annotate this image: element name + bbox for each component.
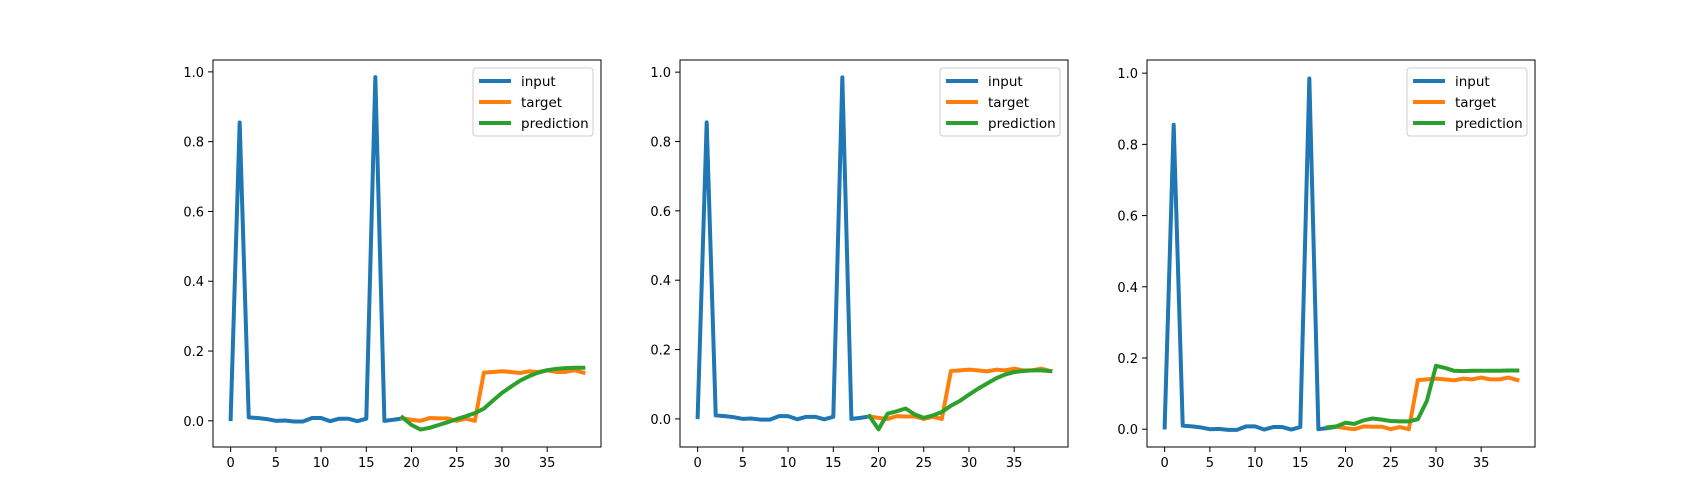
x-tick-label: 25 [448, 456, 465, 471]
legend-label-target: target [521, 95, 562, 111]
y-tick-label: 0.6 [183, 205, 204, 220]
series-line-input [1162, 76, 1339, 432]
chart-panel-3: 0 5 10 15 20 25 30 35 0.0 0.2 0.4 0.6 0.8 1.0 input tar… [1117, 59, 1536, 471]
y-tick-label: 0.4 [650, 274, 671, 289]
y-tick-label: 1.0 [183, 66, 204, 81]
x-tick-label: 15 [358, 456, 375, 471]
axes-frame [1146, 59, 1536, 448]
legend-label-prediction: prediction [988, 116, 1056, 132]
x-tick-label: 0 [693, 456, 701, 471]
x-tick-label: 30 [961, 456, 978, 471]
y-tick-label: 0.8 [650, 135, 671, 150]
legend-label-target: target [988, 95, 1029, 111]
x-tick-label: 25 [915, 456, 932, 471]
x-tick-label: 5 [1206, 456, 1214, 471]
x-tick-label: 15 [825, 456, 842, 471]
axes-frame [679, 59, 1069, 448]
chart-panel-1: 0 5 10 15 20 25 30 35 0.0 0.2 0.4 0.6 0.8 1.0 input tar… [183, 59, 602, 471]
y-tick-label: 0.4 [183, 275, 204, 290]
legend-label-input: input [521, 74, 556, 90]
x-tick-label: 15 [1292, 456, 1309, 471]
y-tick-label: 0.0 [183, 415, 204, 430]
series-line-target [1334, 375, 1520, 432]
legend: input target prediction [939, 67, 1061, 137]
y-tick-label: 0.8 [183, 136, 204, 151]
legend: input target prediction [472, 67, 594, 137]
x-tick-label: 30 [494, 456, 511, 471]
y-tick-label: 0.4 [1117, 281, 1138, 296]
y-tick-label: 1.0 [650, 66, 671, 81]
y-tick-label: 0.2 [650, 344, 671, 359]
y-tick-label: 0.0 [650, 413, 671, 428]
series-line-input [228, 75, 405, 424]
legend-box [1406, 67, 1528, 137]
axes-frame [212, 59, 602, 448]
y-tick-label: 0.6 [650, 205, 671, 220]
legend-label-input: input [988, 74, 1023, 90]
y-tick-label: 0.2 [1117, 352, 1138, 367]
x-tick-label: 35 [539, 456, 556, 471]
y-tick-label: 0.2 [183, 345, 204, 360]
x-tick-label: 20 [870, 456, 887, 471]
legend: input target prediction [1406, 67, 1528, 137]
y-tick-label: 0.6 [1117, 210, 1138, 225]
legend-label-prediction: prediction [1455, 116, 1523, 132]
x-tick-label: 20 [403, 456, 420, 471]
y-tick-label: 1.0 [1117, 67, 1138, 82]
y-tick-label: 0.8 [1117, 138, 1138, 153]
x-tick-label: 10 [1247, 456, 1264, 471]
series-line-target [400, 368, 586, 423]
legend-box [472, 67, 594, 137]
x-tick-label: 5 [739, 456, 747, 471]
series-line-input [695, 75, 872, 422]
legend-label-prediction: prediction [521, 116, 589, 132]
x-tick-label: 20 [1337, 456, 1354, 471]
y-tick-label: 0.0 [1117, 423, 1138, 438]
x-tick-label: 35 [1473, 456, 1490, 471]
panels: 0 5 10 15 20 25 30 35 0.0 0.2 0.4 0.6 0.8 1.0 input tar… [183, 59, 1536, 471]
series-line-prediction [1325, 363, 1520, 430]
legend-label-input: input [1455, 74, 1490, 90]
x-tick-label: 10 [780, 456, 797, 471]
series-line-prediction [866, 368, 1053, 432]
x-tick-label: 10 [313, 456, 330, 471]
chart-panel-2: 0 5 10 15 20 25 30 35 0.0 0.2 0.4 0.6 0.8 1.0 input tar… [650, 59, 1069, 471]
legend-box [939, 67, 1061, 137]
series-line-prediction [399, 365, 586, 432]
x-tick-label: 30 [1428, 456, 1445, 471]
legend-label-target: target [1455, 95, 1496, 111]
x-tick-label: 35 [1006, 456, 1023, 471]
x-tick-label: 0 [1160, 456, 1168, 471]
x-tick-label: 5 [272, 456, 280, 471]
x-tick-label: 25 [1382, 456, 1399, 471]
x-tick-label: 0 [226, 456, 234, 471]
